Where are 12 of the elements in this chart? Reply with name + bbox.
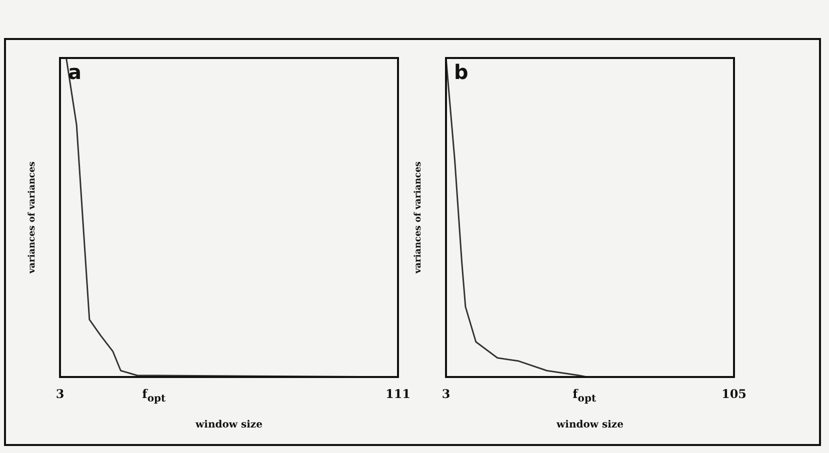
x-axis-title: window size [556,420,624,431]
x-tick-label: f$_{opt}$ [572,387,596,406]
y-axis-title: variances of variances [27,162,38,274]
x-axis-title: window size [194,420,262,431]
x-tick-label: 111 [385,387,411,401]
x-tick-label: 105 [721,387,747,401]
x-tick-label: 3 [442,387,450,401]
chart-title: b [454,60,468,84]
x-tick-label: f$_{opt}$ [142,387,166,406]
chart-title: a [68,60,82,84]
y-axis-title: variances of variances [413,162,424,274]
x-tick-label: 3 [56,387,64,401]
